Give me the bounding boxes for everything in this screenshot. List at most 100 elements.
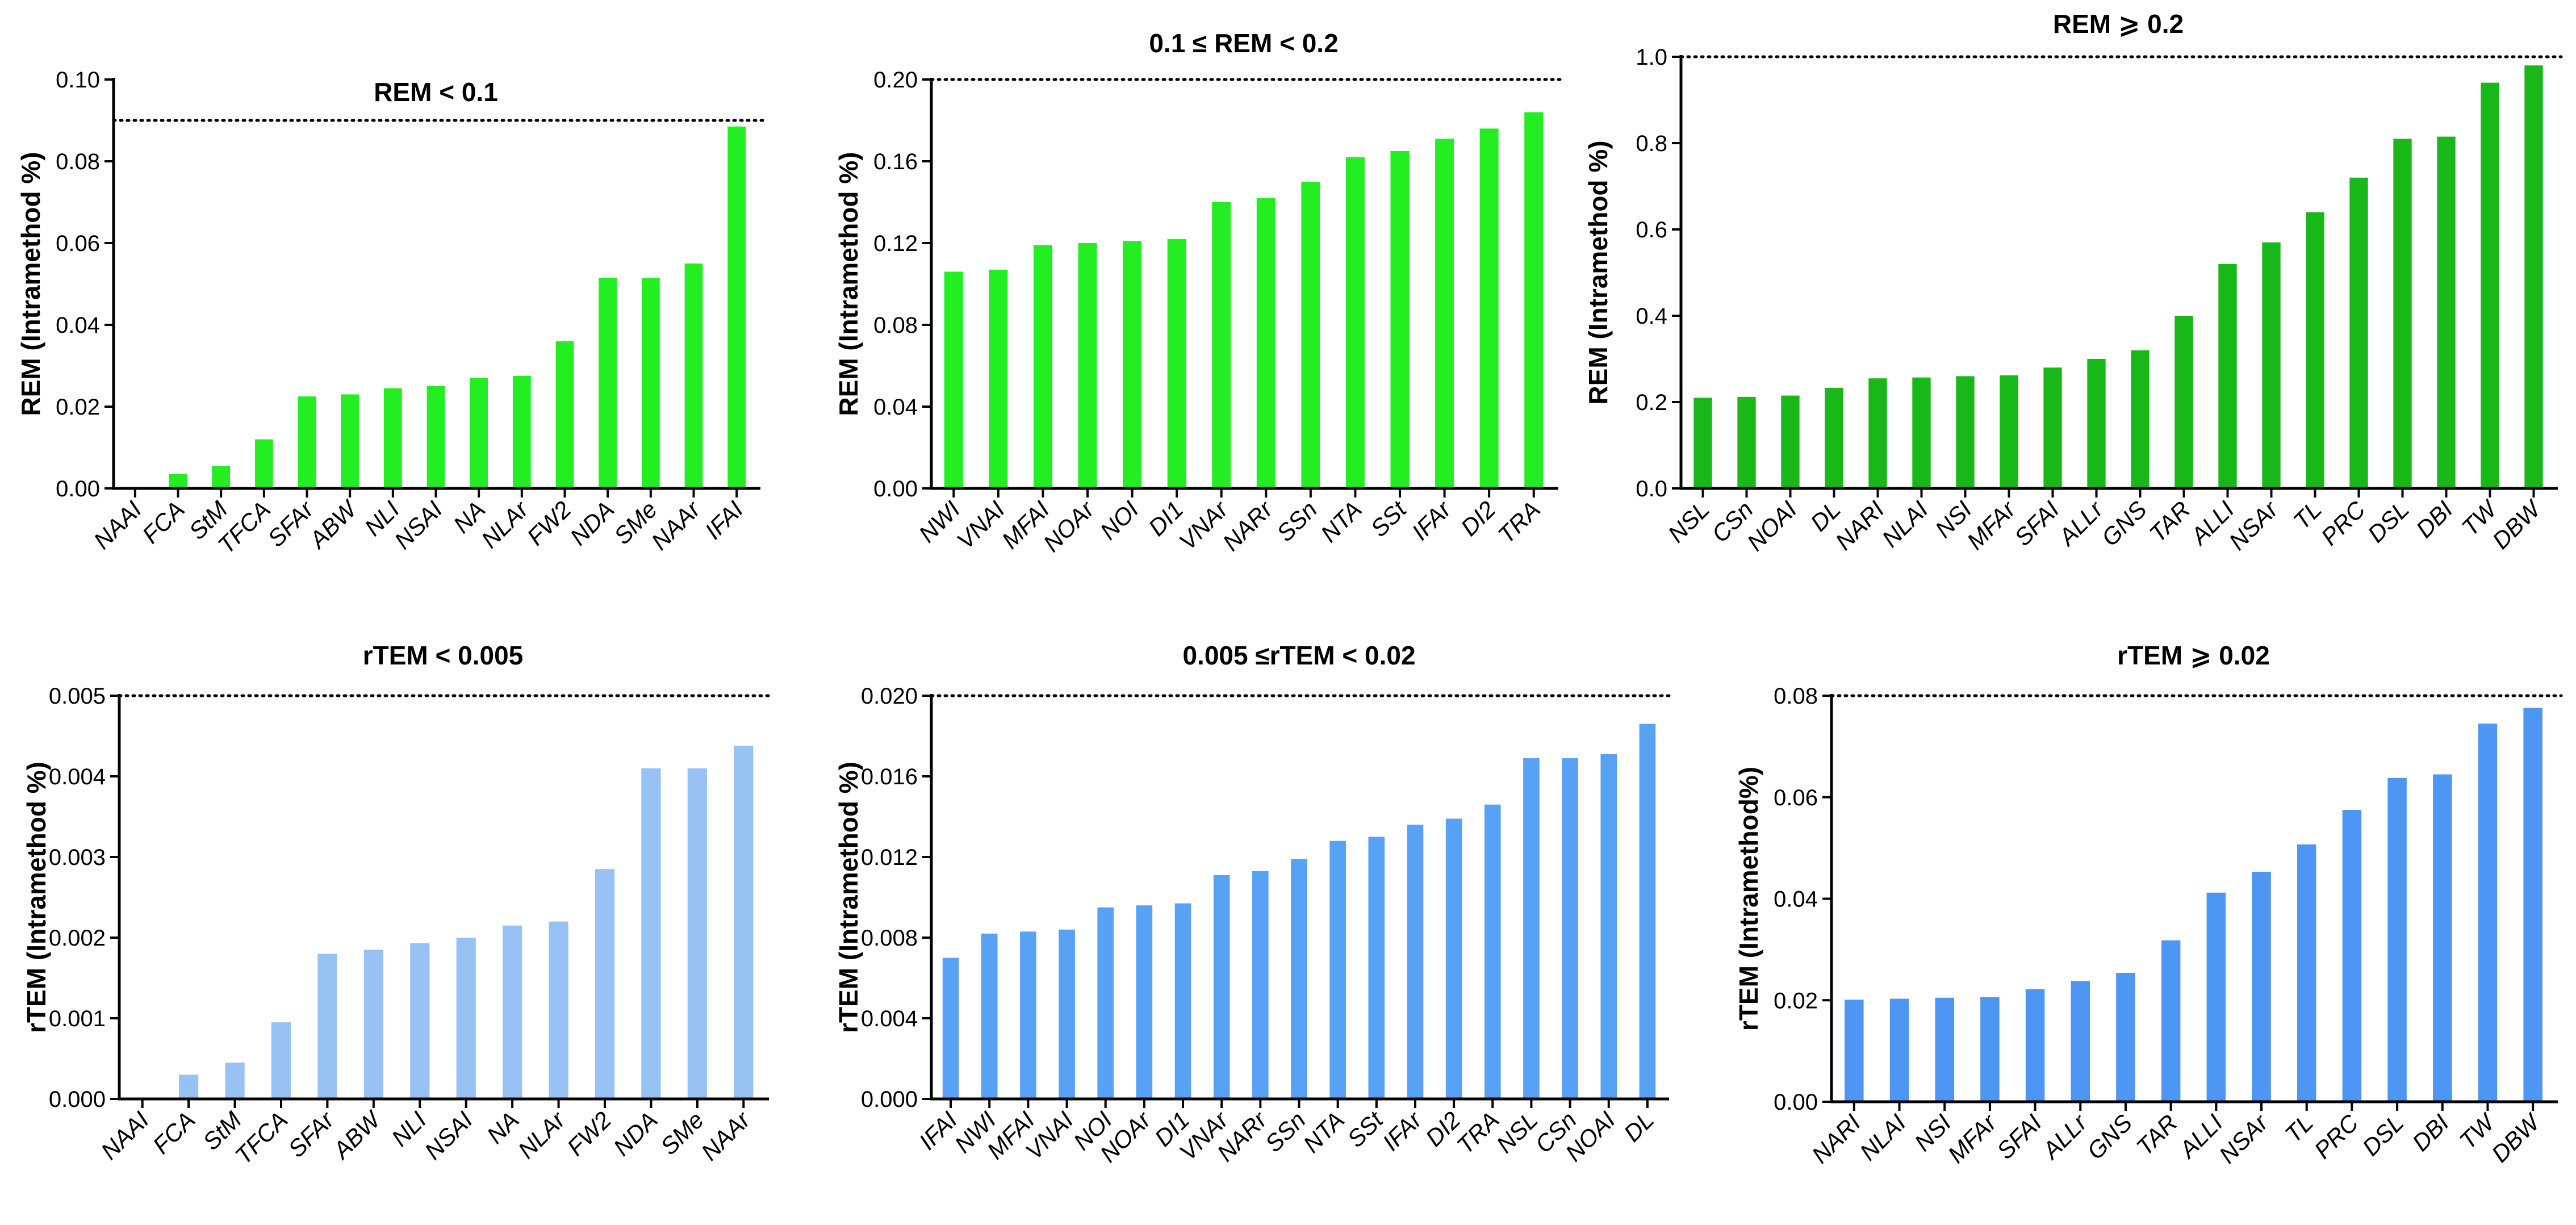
- bar-VNAI: [1059, 929, 1075, 1099]
- y-axis-label: REM (Intramethod %): [834, 152, 863, 416]
- y-tick-label: 0.0: [1636, 476, 1667, 501]
- x-tick-label-NLAr: NLAr: [513, 1106, 571, 1164]
- x-tick-label-IFAr: IFAr: [1377, 1106, 1428, 1156]
- x-tick-label-SSt: SSt: [1365, 495, 1412, 542]
- x-tick-label-TAR: TAR: [2144, 496, 2195, 547]
- bar-DI2: [1479, 128, 1499, 488]
- bar-SFAr: [317, 954, 337, 1099]
- x-tick-label-VNAr: VNAr: [1174, 495, 1234, 555]
- y-tick-label: 0.012: [861, 845, 918, 870]
- y-tick-label: 0.005: [49, 684, 106, 709]
- x-tick-label-PRC: PRC: [2316, 496, 2370, 550]
- x-tick-label-FW2: FW2: [522, 496, 576, 550]
- bar-ABW: [363, 950, 383, 1099]
- y-tick-label: 0.2: [1636, 390, 1667, 415]
- bar-FW2: [555, 341, 574, 488]
- x-tick-label-NLAI: NLAI: [1855, 1109, 1911, 1165]
- x-tick-label-NDA: NDA: [608, 1106, 663, 1161]
- bar-MFAI: [1020, 931, 1036, 1099]
- y-tick-label: 0.001: [49, 1006, 106, 1031]
- x-tick-label-NTA: NTA: [1298, 1106, 1349, 1157]
- x-tick-label-TRA: TRA: [1452, 1106, 1504, 1159]
- bar-NLAr: [549, 921, 568, 1099]
- bar-DBI: [2437, 136, 2456, 489]
- bar-FCA: [179, 1075, 199, 1099]
- x-tick-label-ABW: ABW: [303, 495, 363, 554]
- bar-TFCA: [271, 1022, 291, 1099]
- y-axis-label: rTEM (Intramethod%): [1734, 767, 1763, 1031]
- x-tick-label-IFAI: IFAI: [914, 1106, 963, 1155]
- bar-DL: [1639, 724, 1656, 1099]
- bar-NSAr: [2262, 242, 2281, 488]
- y-tick-label: 0.16: [873, 149, 918, 174]
- bar-SSt: [1368, 837, 1385, 1099]
- y-tick-label: 0.000: [861, 1087, 918, 1112]
- x-tick-label-ABW: ABW: [327, 1105, 386, 1165]
- bar-TAR: [2161, 940, 2181, 1102]
- y-tick-label: 0.08: [873, 313, 918, 338]
- y-tick-label: 0.004: [49, 764, 106, 789]
- bar-NA: [503, 925, 522, 1099]
- bar-VNAr: [1212, 202, 1231, 488]
- x-tick-label-SFAr: SFAr: [262, 495, 319, 552]
- bar-NSI: [1956, 376, 1975, 488]
- bar-NSAI: [456, 938, 476, 1099]
- x-tick-label-SFAI: SFAI: [1992, 1109, 2047, 1164]
- bar-DL: [1825, 387, 1843, 488]
- y-axis-label: REM (Intramethod %): [1583, 140, 1613, 404]
- x-tick-label-NTA: NTA: [1315, 496, 1366, 547]
- bar-VNAI: [989, 269, 1008, 488]
- y-axis-label: REM (Intramethod %): [16, 152, 45, 416]
- bar-ALLr: [2071, 981, 2090, 1102]
- bar-IFAI: [942, 958, 959, 1099]
- x-tick-label-NLAr: NLAr: [476, 495, 534, 553]
- bar-NAAr: [684, 264, 703, 488]
- bar-NARr: [1256, 198, 1276, 488]
- bar-NLAI: [1889, 998, 1909, 1102]
- x-tick-label-NSAI: NSAI: [420, 1106, 478, 1165]
- bar-NDA: [641, 768, 661, 1099]
- bar-DBW: [2523, 708, 2542, 1102]
- x-tick-label-MFAr: MFAr: [1943, 1109, 2002, 1168]
- chart-title: rTEM ⩾ 0.02: [2117, 641, 2270, 670]
- x-tick-label-NAAI: NAAI: [96, 1106, 154, 1165]
- bar-CSn: [1562, 758, 1578, 1099]
- bar-ALLI: [2218, 264, 2237, 488]
- x-tick-label-PRC: PRC: [2309, 1109, 2364, 1164]
- bar-TFCA: [254, 439, 273, 488]
- bar-ALLI: [2206, 892, 2226, 1102]
- y-tick-label: 1.0: [1636, 45, 1667, 70]
- bar-NSAr: [2252, 872, 2271, 1102]
- bar-MFAr: [1980, 997, 2000, 1102]
- bar-PRC: [2342, 810, 2362, 1102]
- chart-panel-1: 0.000.020.040.060.080.10NAAIFCAStMTFCASF…: [16, 68, 766, 559]
- y-tick-label: 0.04: [1774, 887, 1818, 912]
- bar-IFAI: [727, 126, 746, 489]
- bar-NOAr: [1136, 905, 1153, 1099]
- x-tick-label-NSL: NSL: [1663, 496, 1714, 547]
- y-tick-label: 0.00: [56, 476, 100, 501]
- x-tick-label-DBW: DBW: [2486, 1108, 2546, 1168]
- x-tick-label-IFAr: IFAr: [1407, 495, 1457, 546]
- y-axis-label: rTEM (Intramethod %): [22, 762, 51, 1033]
- bar-TAR: [2174, 316, 2193, 488]
- bar-NOAI: [1600, 754, 1617, 1099]
- bar-GNS: [2116, 972, 2135, 1102]
- x-tick-label-ALLr: ALLr: [2052, 495, 2109, 552]
- x-tick-label-NSL: NSL: [1491, 1106, 1543, 1158]
- bar-DI1: [1167, 239, 1186, 488]
- x-tick-label-NOAI: NOAI: [1742, 496, 1802, 556]
- bar-DSL: [2393, 139, 2412, 488]
- x-tick-label-DSL: DSL: [2362, 496, 2414, 547]
- bar-DBW: [2524, 65, 2543, 488]
- bar-TW: [2478, 724, 2498, 1102]
- y-tick-label: 0.003: [49, 845, 106, 870]
- x-tick-label-ALLr: ALLr: [2036, 1109, 2093, 1165]
- bar-TRA: [1524, 112, 1544, 489]
- bar-CSn: [1737, 396, 1756, 488]
- x-tick-label-NLAI: NLAI: [1877, 496, 1933, 552]
- bar-SFAr: [298, 396, 316, 488]
- x-tick-label-TRA: TRA: [1492, 496, 1545, 549]
